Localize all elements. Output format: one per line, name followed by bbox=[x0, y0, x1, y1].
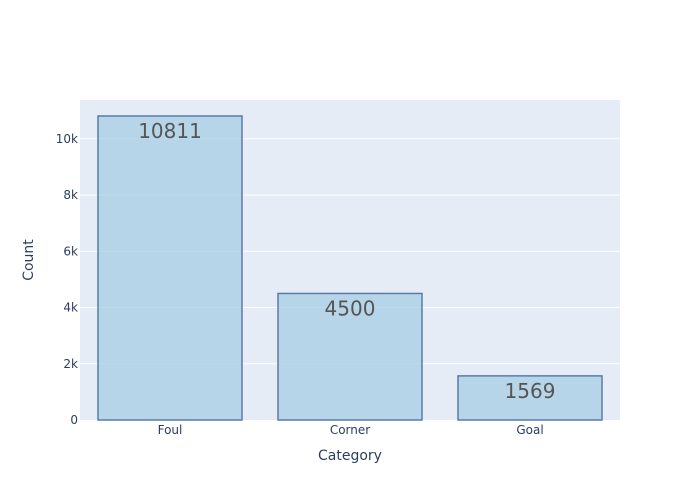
y-axis-title: Count bbox=[21, 239, 37, 281]
x-tick-label: Goal bbox=[516, 423, 543, 437]
y-tick-label: 2k bbox=[63, 357, 78, 371]
y-tick-label: 6k bbox=[63, 244, 78, 258]
bar-value-label: 4500 bbox=[325, 296, 376, 320]
bar-value-labels: 10811 4500 1569 bbox=[138, 119, 555, 403]
y-tick-label: 10k bbox=[56, 132, 78, 146]
x-tick-label: Foul bbox=[158, 423, 183, 437]
bar-corner[interactable] bbox=[277, 292, 423, 421]
bars bbox=[97, 115, 603, 421]
x-axis-title: Category bbox=[318, 448, 382, 464]
y-tick-label: 4k bbox=[63, 301, 78, 315]
bar-foul[interactable] bbox=[97, 115, 243, 421]
x-tick-label: Corner bbox=[330, 423, 370, 437]
y-axis-ticks: 0 2k 4k 6k 8k 10k bbox=[56, 132, 78, 427]
x-axis-ticks: Foul Corner Goal bbox=[158, 423, 544, 437]
bar-value-label: 10811 bbox=[138, 119, 202, 143]
y-tick-label: 0 bbox=[70, 413, 78, 427]
y-tick-label: 8k bbox=[63, 188, 78, 202]
bar-goal[interactable] bbox=[457, 375, 603, 421]
bar-value-label: 1569 bbox=[505, 379, 556, 403]
